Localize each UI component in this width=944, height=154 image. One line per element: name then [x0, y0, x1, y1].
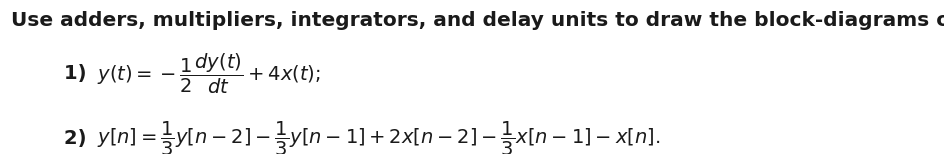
Text: $y(t) = -\dfrac{1}{2}\dfrac{dy(t)}{dt} + 4x(t);$: $y(t) = -\dfrac{1}{2}\dfrac{dy(t)}{dt} +…	[97, 52, 321, 96]
Text: 2): 2)	[64, 129, 100, 148]
Text: Use adders, multipliers, integrators, and delay units to draw the block-diagrams: Use adders, multipliers, integrators, an…	[11, 11, 944, 30]
Text: $y[n] = \dfrac{1}{3}y[n-2] - \dfrac{1}{3}y[n-1] + 2x[n-2] - \dfrac{1}{3}x[n-1] -: $y[n] = \dfrac{1}{3}y[n-2] - \dfrac{1}{3…	[97, 120, 660, 154]
Text: 1): 1)	[64, 64, 100, 83]
